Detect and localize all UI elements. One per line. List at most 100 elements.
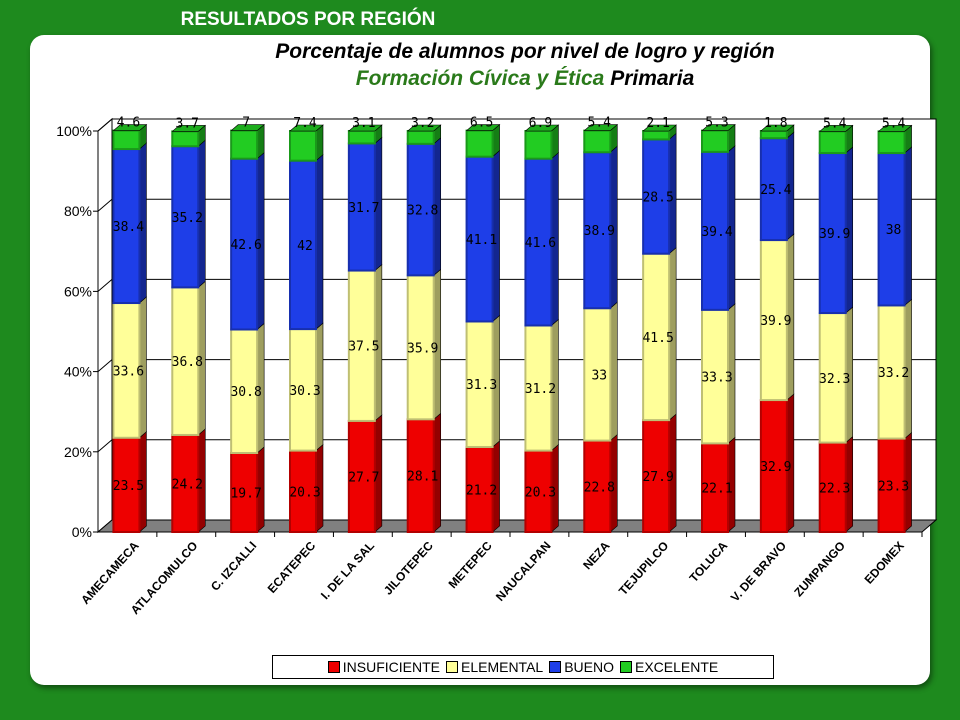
bar-segment (642, 130, 671, 141)
x-tick-label: NAUCALPAN (493, 539, 554, 604)
data-label: 31.3 (466, 378, 497, 393)
bar-segment (465, 155, 494, 323)
data-label: 38.9 (584, 224, 615, 239)
data-label: 31.2 (525, 382, 556, 397)
legend-swatch (620, 661, 632, 673)
chart-legend: INSUFICIENTE ELEMENTAL BUENO EXCELENTE (272, 655, 774, 679)
data-label: 20.3 (289, 485, 320, 500)
bar-segment (465, 129, 494, 158)
bar-segment (524, 324, 553, 452)
bar-segment (112, 436, 141, 534)
data-label: 30.8 (230, 385, 261, 400)
x-tick-label: METEPEC (446, 538, 495, 591)
bar-segment (465, 320, 494, 448)
bar-segment (524, 157, 553, 327)
bar-segment (818, 130, 847, 155)
x-tick-label: I. DE LA SAL (318, 539, 377, 603)
x-tick-label: JILOTEPEC (381, 538, 436, 597)
bar-segment-top (818, 125, 854, 132)
bar-segment-top (701, 124, 736, 131)
bar-segment (818, 312, 847, 444)
x-tick-label: TEJUPILCO (616, 539, 671, 598)
data-label: 21.2 (466, 483, 497, 498)
bar-segment-top (583, 124, 619, 131)
bar-segment (701, 150, 729, 311)
data-label: 5.4 (882, 116, 906, 131)
bar-segment (230, 328, 259, 455)
bar-segment (347, 142, 376, 272)
bar-segment-top (465, 124, 501, 131)
gridline-diagonal (97, 198, 113, 212)
gridline-diagonal (97, 439, 113, 453)
data-label: 42.6 (230, 238, 261, 253)
x-tick-label: TOLUCA (687, 538, 731, 585)
bar-segment (583, 129, 612, 154)
legend-label: ELEMENTAL (460, 659, 544, 675)
data-label: 42 (297, 239, 313, 254)
legend-label: INSUFICIENTE (342, 659, 440, 675)
legend-swatch (445, 661, 458, 673)
x-tick-label: NEZA (580, 538, 612, 572)
data-label: 37.5 (348, 340, 379, 355)
gridline-diagonal (97, 359, 113, 372)
bar-segment-top (877, 125, 913, 132)
data-label: 38 (886, 223, 902, 238)
legend-swatch (549, 661, 562, 673)
bar-segment (230, 129, 259, 160)
data-label: 22.3 (819, 481, 850, 496)
bar-segment (347, 130, 376, 145)
subtitle-level: Primaria (604, 67, 695, 90)
legend-swatch (327, 661, 340, 673)
legend-label: EXCELENTE (635, 659, 719, 675)
data-label: 20.3 (525, 485, 556, 500)
data-label: 4.6 (117, 116, 140, 131)
bar-segment (289, 130, 317, 162)
data-label: 39.9 (819, 227, 850, 242)
bar-segment (465, 445, 494, 534)
data-label: 41.5 (642, 331, 673, 346)
data-label: 2.1 (646, 116, 669, 131)
plot-side-wall (97, 117, 113, 534)
bar-segment (406, 142, 435, 277)
x-tick-label: EDOMEX (862, 539, 907, 587)
data-label: 41.6 (525, 236, 556, 251)
data-label: 6.5 (470, 116, 493, 131)
bar-segment (583, 439, 612, 533)
gridline-diagonal (97, 118, 113, 132)
bar-segment-top (406, 124, 442, 132)
gridline-diagonal (97, 279, 113, 292)
chart-subtitle: Formación Cívica y Ética Primaria (0, 67, 960, 91)
data-label: 27.7 (348, 470, 379, 485)
data-label: 32.9 (760, 460, 791, 475)
bar-segment (701, 308, 729, 445)
data-label: 3.7 (176, 116, 199, 131)
y-tick-label: 100% (56, 123, 92, 139)
data-label: 22.1 (701, 482, 732, 497)
bar-segment-top (112, 124, 148, 131)
bar-segment-side (609, 301, 618, 442)
bar-segment-side (315, 154, 324, 330)
bar-segment-top (230, 124, 265, 131)
data-label: 3.2 (411, 116, 434, 131)
bar-segment (230, 452, 259, 533)
data-label: 35.9 (407, 341, 438, 356)
y-tick-label: 80% (64, 203, 92, 219)
bar-segment-top (524, 124, 560, 132)
bar-segment-top (642, 124, 677, 132)
bar-segment (289, 449, 317, 533)
bar-segment (171, 130, 200, 148)
data-label: 1.8 (764, 116, 787, 131)
plot-floor (96, 519, 938, 533)
bar-segment (759, 130, 788, 140)
section-header-tab: RESULTADOS POR REGIÓN (136, 0, 480, 34)
bar-segment (347, 419, 376, 534)
legend-item: EXCELENTE (620, 659, 718, 675)
data-label: 22.8 (584, 480, 615, 495)
data-label: 33.3 (701, 371, 732, 386)
bar-segment-top (289, 124, 324, 132)
data-label: 32.8 (407, 204, 438, 219)
data-label: 7 (242, 116, 250, 131)
y-tick-label: 0% (72, 524, 92, 540)
bar-segment (759, 239, 788, 402)
